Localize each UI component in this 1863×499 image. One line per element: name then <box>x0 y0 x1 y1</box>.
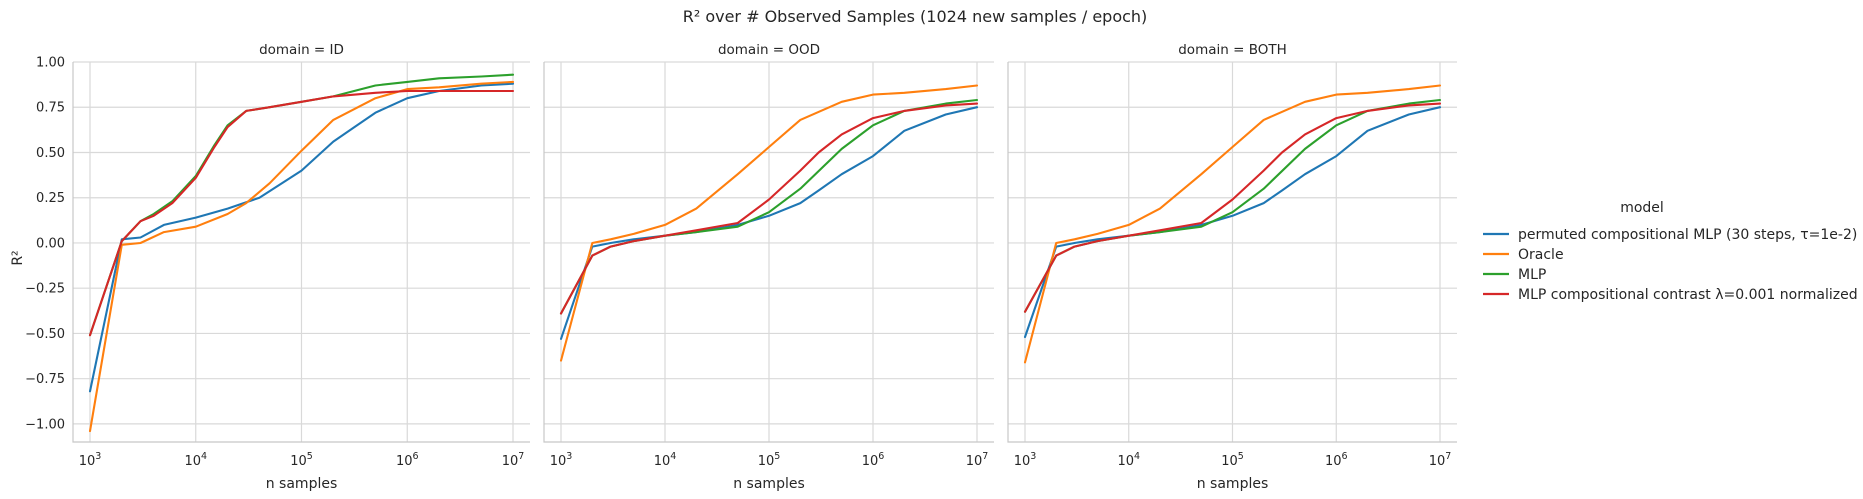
y-tick-label: −0.75 <box>25 372 65 387</box>
legend-entry-label: MLP <box>1518 267 1546 283</box>
y-tick-label: −0.25 <box>25 282 65 297</box>
x-tick-label: 104 <box>654 451 677 469</box>
legend-title: model <box>1620 200 1664 216</box>
x-tick-label: 106 <box>1325 451 1348 469</box>
x-tick-label: 107 <box>966 451 989 469</box>
y-tick-label: 0.25 <box>36 191 65 206</box>
series-line-1 <box>559 106 979 340</box>
axis-spine <box>72 62 530 443</box>
panel-title: domain = BOTH <box>1178 42 1287 58</box>
x-axis-label: n samples <box>266 476 338 492</box>
x-tick-label: 107 <box>502 451 525 469</box>
x-tick-label: 104 <box>1117 451 1140 469</box>
x-tick-label: 106 <box>862 451 885 469</box>
series-line-4 <box>88 89 515 337</box>
axis-spine <box>543 62 994 443</box>
legend-entry-label: permuted compositional MLP (30 steps, τ=… <box>1518 227 1857 243</box>
series-line-1 <box>1023 106 1442 339</box>
x-tick-label: 103 <box>79 451 102 469</box>
y-tick-label: −0.50 <box>25 327 65 342</box>
x-axis-label: n samples <box>733 476 805 492</box>
y-axis-label: R² <box>10 250 26 265</box>
legend-entry-label: MLP compositional contrast λ=0.001 norma… <box>1518 287 1858 303</box>
x-tick-label: 105 <box>1221 451 1244 469</box>
x-tick-label: 105 <box>758 451 781 469</box>
series-line-1 <box>88 82 515 393</box>
axis-spine <box>1007 62 1457 443</box>
legend-entry-label: Oracle <box>1518 247 1564 263</box>
series-line-4 <box>1023 102 1442 313</box>
legend: model permuted compositional MLP (30 ste… <box>1483 200 1858 303</box>
y-tick-label: 0.00 <box>36 236 65 251</box>
y-tick-label: 0.50 <box>36 146 65 161</box>
panels: domain = ID 1.00 0.75 0.50 0.25 0.00 −0.25 −0.5… <box>25 42 1457 492</box>
y-tick-label: 0.75 <box>36 101 65 116</box>
x-tick-label: 103 <box>550 451 573 469</box>
y-tick-label: 1.00 <box>36 56 65 71</box>
series-line-2 <box>1023 84 1442 364</box>
x-tick-label: 106 <box>396 451 419 469</box>
panel-1: domain = ID 1.00 0.75 0.50 0.25 0.00 −0.25 −0.5… <box>25 42 530 492</box>
x-tick-label: 107 <box>1429 451 1452 469</box>
y-tick-label: −1.00 <box>25 417 65 432</box>
x-axis-label: n samples <box>1197 476 1269 492</box>
x-tick-label: 104 <box>184 451 207 469</box>
series-line-2 <box>88 80 515 433</box>
panel-3: domain = BOTH 103 104 105 106 107 n samples <box>1007 42 1457 492</box>
panel-title: domain = ID <box>259 42 344 58</box>
x-tick-label: 103 <box>1014 451 1037 469</box>
panel-title: domain = OOD <box>718 42 820 58</box>
panel-2: domain = OOD 103 104 105 106 107 n samples <box>543 42 994 492</box>
series-line-4 <box>559 102 979 315</box>
chart-title: R² over # Observed Samples (1024 new sam… <box>683 7 1148 26</box>
series-line-2 <box>559 84 979 362</box>
x-tick-label: 105 <box>290 451 313 469</box>
